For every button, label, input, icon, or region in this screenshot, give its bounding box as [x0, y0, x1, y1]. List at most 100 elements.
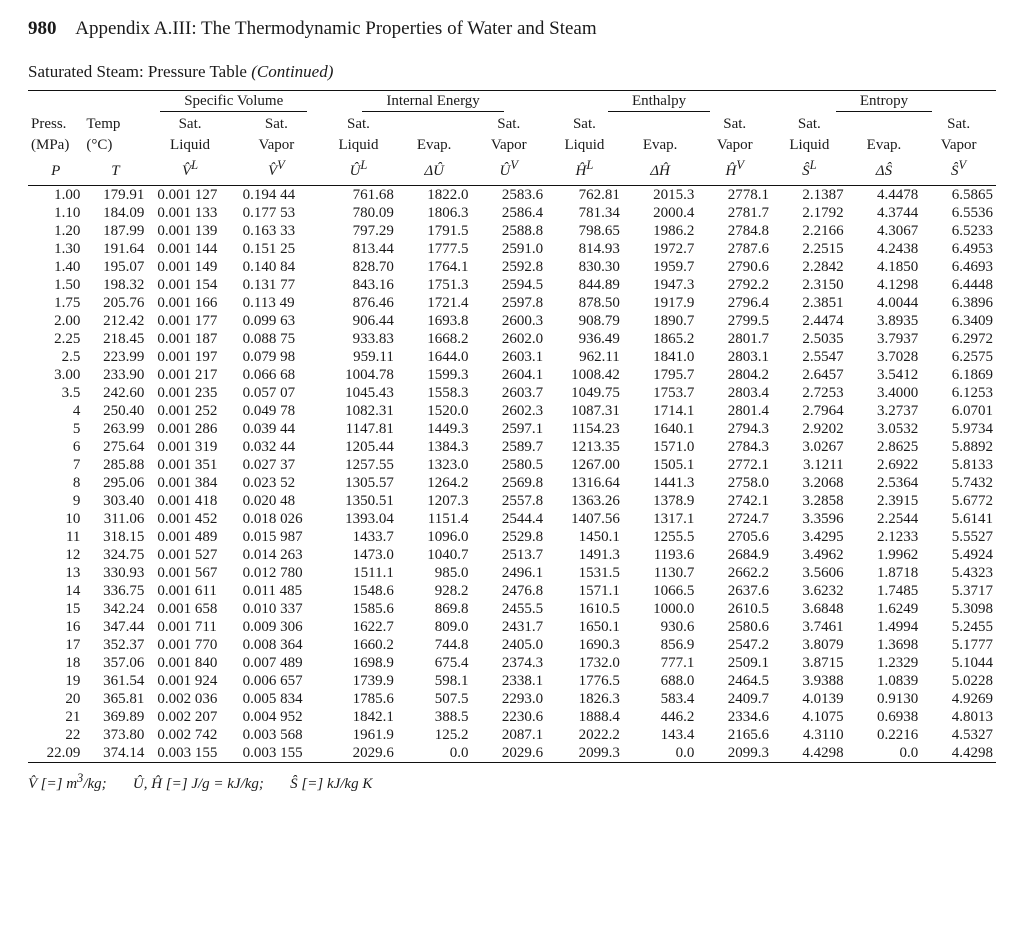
table-cell: 1610.5 [546, 600, 623, 618]
table-cell: 2.1387 [772, 186, 847, 205]
table-cell: 2.2842 [772, 258, 847, 276]
table-cell: 2588.8 [471, 222, 546, 240]
table-cell: 2.3915 [847, 492, 922, 510]
table-cell: 2784.3 [697, 438, 772, 456]
table-cell: 2029.6 [471, 744, 546, 762]
table-cell: 5.0228 [921, 672, 996, 690]
table-cell: 0.001 166 [147, 294, 232, 312]
table-cell: 1.75 [28, 294, 83, 312]
table-cell: 1045.43 [320, 384, 397, 402]
table-cell: 19 [28, 672, 83, 690]
table-cell: 0.001 384 [147, 474, 232, 492]
table-cell: 0.001 658 [147, 600, 232, 618]
table-cell: 856.9 [623, 636, 698, 654]
table-head: Specific VolumeInternal EnergyEnthalpyEn… [28, 91, 996, 186]
table-cell: 2772.1 [697, 456, 772, 474]
table-cell: 688.0 [623, 672, 698, 690]
table-title-continued: (Continued) [251, 62, 333, 81]
table-cell: 0.009 306 [233, 618, 320, 636]
table-row: 1.00179.910.001 1270.194 44761.681822.02… [28, 186, 996, 205]
table-cell: 928.2 [397, 582, 472, 600]
table-cell: 2594.5 [471, 276, 546, 294]
table-cell: 1520.0 [397, 402, 472, 420]
table-cell: 18 [28, 654, 83, 672]
table-cell: 0.001 154 [147, 276, 232, 294]
col-label-2: Liquid [320, 135, 397, 156]
table-cell: 1739.9 [320, 672, 397, 690]
table-cell: 2.6457 [772, 366, 847, 384]
table-cell: 2405.0 [471, 636, 546, 654]
table-cell: 0.002 742 [147, 726, 232, 744]
table-cell: 3.6848 [772, 600, 847, 618]
footnote: V̂ [=] m3/kg; Û, Ĥ [=] J/g = kJ/kg; Ŝ… [28, 771, 996, 793]
table-cell: 3.8935 [847, 312, 922, 330]
table-cell: 1096.0 [397, 528, 472, 546]
table-cell: 1207.3 [397, 492, 472, 510]
table-cell: 777.1 [623, 654, 698, 672]
table-cell: 0.001 127 [147, 186, 232, 205]
table-cell: 1571.0 [623, 438, 698, 456]
table-cell: 2496.1 [471, 564, 546, 582]
table-cell: 0.001 489 [147, 528, 232, 546]
table-row: 22.09374.140.003 1550.003 1552029.60.020… [28, 744, 996, 762]
group-header-cell [28, 91, 83, 114]
table-cell: 5.6141 [921, 510, 996, 528]
table-cell: 1622.7 [320, 618, 397, 636]
table-cell: 0.003 155 [233, 744, 320, 762]
symbol-cell: ΔÛ [397, 156, 472, 186]
table-cell: 8 [28, 474, 83, 492]
table-cell: 0.001 351 [147, 456, 232, 474]
col-label-1 [397, 114, 472, 135]
table-cell: 1008.42 [546, 366, 623, 384]
symbol-cell: ŜL [772, 156, 847, 186]
col-label-1: Sat. [471, 114, 546, 135]
col-label-2: Liquid [147, 135, 232, 156]
table-cell: 3.4962 [772, 546, 847, 564]
table-cell: 1449.3 [397, 420, 472, 438]
table-cell: 0.001 252 [147, 402, 232, 420]
table-cell: 6.3409 [921, 312, 996, 330]
table-row: 1.10184.090.001 1330.177 53780.091806.32… [28, 204, 996, 222]
table-cell: 373.80 [83, 726, 147, 744]
table-cell: 2580.6 [697, 618, 772, 636]
table-cell: 1548.6 [320, 582, 397, 600]
table-cell: 0.001 924 [147, 672, 232, 690]
table-cell: 2557.8 [471, 492, 546, 510]
table-cell: 5.8133 [921, 456, 996, 474]
table-cell: 6.4448 [921, 276, 996, 294]
table-cell: 4.8013 [921, 708, 996, 726]
table-cell: 13 [28, 564, 83, 582]
table-cell: 0.194 44 [233, 186, 320, 205]
sub-header-row-2: (MPa)(°C)LiquidVaporLiquidEvap.VaporLiqu… [28, 135, 996, 156]
table-cell: 5.2455 [921, 618, 996, 636]
table-body: 1.00179.910.001 1270.194 44761.681822.02… [28, 186, 996, 763]
table-cell: 1599.3 [397, 366, 472, 384]
table-cell: 1972.7 [623, 240, 698, 258]
table-cell: 0.001 711 [147, 618, 232, 636]
table-cell: 0.005 834 [233, 690, 320, 708]
table-cell: 6.1253 [921, 384, 996, 402]
table-cell: 933.83 [320, 330, 397, 348]
table-cell: 2513.7 [471, 546, 546, 564]
table-cell: 1776.5 [546, 672, 623, 690]
table-cell: 369.89 [83, 708, 147, 726]
table-cell: 1511.1 [320, 564, 397, 582]
table-cell: 4.1298 [847, 276, 922, 294]
table-row: 5263.990.001 2860.039 441147.811449.3259… [28, 420, 996, 438]
table-cell: 1066.5 [623, 582, 698, 600]
table-cell: 1130.7 [623, 564, 698, 582]
table-cell: 0.6938 [847, 708, 922, 726]
table-cell: 1795.7 [623, 366, 698, 384]
table-cell: 0.023 52 [233, 474, 320, 492]
table-row: 1.40195.070.001 1490.140 84828.701764.12… [28, 258, 996, 276]
table-cell: 1450.1 [546, 528, 623, 546]
table-cell: 2758.0 [697, 474, 772, 492]
footnote-uh: Û, Ĥ [=] J/g = kJ/kg; [133, 776, 264, 792]
col-label-2: Evap. [623, 135, 698, 156]
table-cell: 6.0701 [921, 402, 996, 420]
table-cell: 1213.35 [546, 438, 623, 456]
symbol-cell: ΔŜ [847, 156, 922, 186]
table-cell: 3.0267 [772, 438, 847, 456]
table-cell: 0.001 286 [147, 420, 232, 438]
table-row: 13330.930.001 5670.012 7801511.1985.0249… [28, 564, 996, 582]
